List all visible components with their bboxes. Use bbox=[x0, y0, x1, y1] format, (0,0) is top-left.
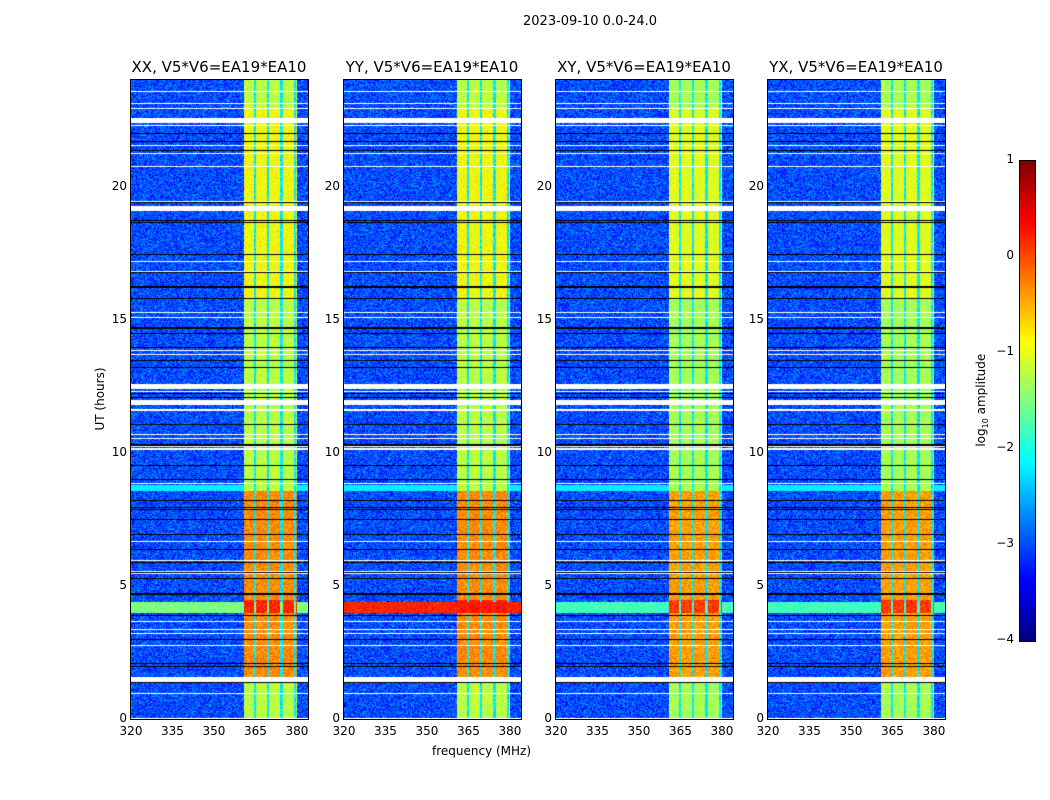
colorbar bbox=[1019, 160, 1036, 642]
y-tick-label: 5 bbox=[544, 577, 552, 592]
y-tick-label: 5 bbox=[332, 577, 340, 592]
y-tick-label: 5 bbox=[756, 577, 764, 592]
panel-title: XY, V5*V6=EA19*EA10 bbox=[557, 58, 731, 76]
colorbar-tick-label: −3 bbox=[996, 536, 1014, 550]
y-tick-label: 0 bbox=[756, 711, 764, 725]
y-tick-label: 10 bbox=[748, 444, 764, 459]
x-tick-label: 380 bbox=[498, 724, 522, 738]
y-tick-label: 10 bbox=[536, 444, 552, 459]
heatmap-panel-3 bbox=[767, 79, 946, 720]
x-tick-label: 350 bbox=[839, 724, 863, 738]
x-tick-label: 365 bbox=[669, 724, 692, 738]
x-tick-label: 335 bbox=[374, 724, 397, 738]
y-tick-label: 15 bbox=[324, 311, 340, 326]
x-tick-label: 320 bbox=[332, 724, 356, 738]
colorbar-tick-label: 1 bbox=[1006, 152, 1014, 166]
heatmap-image bbox=[556, 80, 733, 719]
x-tick-label: 380 bbox=[922, 724, 946, 738]
colorbar-tick-label: −1 bbox=[996, 344, 1014, 358]
x-tick-label: 380 bbox=[710, 724, 734, 738]
y-tick-label: 20 bbox=[748, 178, 764, 193]
y-tick-label: 20 bbox=[536, 178, 552, 193]
x-tick-label: 335 bbox=[161, 724, 184, 738]
y-tick-label: 15 bbox=[111, 311, 127, 326]
heatmap-panel-2 bbox=[555, 79, 734, 720]
y-tick-label: 20 bbox=[324, 178, 340, 193]
y-tick-label: 20 bbox=[111, 178, 127, 193]
x-tick-label: 335 bbox=[586, 724, 609, 738]
x-tick-label: 365 bbox=[244, 724, 267, 738]
y-tick-label: 0 bbox=[119, 711, 127, 725]
y-tick-label: 15 bbox=[748, 311, 764, 326]
y-tick-label: 0 bbox=[544, 711, 552, 725]
panel-title: YY, V5*V6=EA19*EA10 bbox=[345, 58, 519, 76]
x-tick-label: 365 bbox=[457, 724, 480, 738]
x-axis-label: frequency (MHz) bbox=[432, 744, 532, 758]
x-tick-label: 320 bbox=[119, 724, 143, 738]
x-tick-label: 365 bbox=[881, 724, 904, 738]
panel-title: YX, V5*V6=EA19*EA10 bbox=[769, 58, 943, 76]
x-tick-label: 320 bbox=[544, 724, 568, 738]
y-tick-label: 15 bbox=[536, 311, 552, 326]
y-tick-label: 10 bbox=[324, 444, 340, 459]
heatmap-image bbox=[131, 80, 308, 719]
colorbar-tick-label: −4 bbox=[996, 632, 1014, 646]
heatmap-image bbox=[344, 80, 521, 719]
colorbar-tick-label: 0 bbox=[1006, 248, 1014, 262]
heatmap-image bbox=[768, 80, 945, 719]
colorbar-label: log10 amplitude bbox=[973, 353, 991, 447]
x-tick-label: 350 bbox=[202, 724, 226, 738]
y-tick-label: 10 bbox=[111, 444, 127, 459]
colorbar-tick-label: −2 bbox=[996, 440, 1014, 454]
y-axis-label: UT (hours) bbox=[93, 367, 107, 431]
x-tick-label: 380 bbox=[285, 724, 309, 738]
x-tick-label: 350 bbox=[627, 724, 651, 738]
x-tick-label: 350 bbox=[415, 724, 439, 738]
x-tick-label: 320 bbox=[756, 724, 780, 738]
x-tick-label: 335 bbox=[798, 724, 821, 738]
heatmap-panel-0 bbox=[130, 79, 309, 720]
y-tick-label: 0 bbox=[332, 711, 340, 725]
figure-title: 2023-09-10 0.0-24.0 bbox=[523, 14, 657, 29]
y-tick-label: 5 bbox=[119, 577, 127, 592]
heatmap-panel-1 bbox=[343, 79, 522, 720]
panel-title: XX, V5*V6=EA19*EA10 bbox=[131, 58, 307, 76]
